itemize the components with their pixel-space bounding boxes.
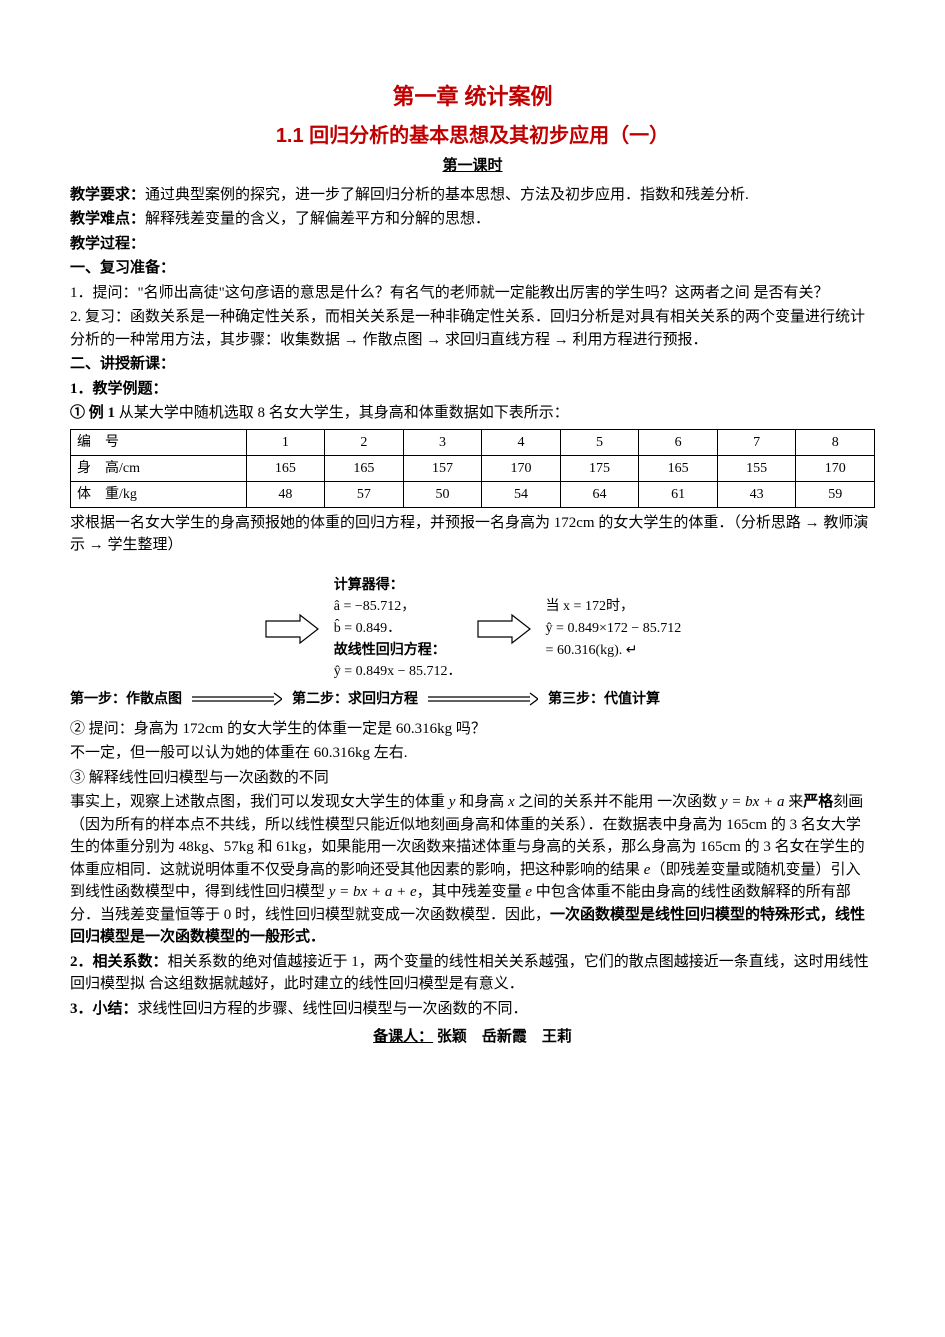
q2-text: 身高为 172cm 的女大学生的体重一定是 60.316kg 吗？	[134, 721, 486, 737]
req-label: 教学要求：	[70, 187, 145, 203]
lesson-title: 第一课时	[70, 155, 875, 178]
step3-label: 第三步：代值计算	[548, 689, 660, 710]
section2-1-label: 1．教学例题：	[70, 378, 875, 401]
eq-ybxae: y = bx + a + e	[329, 884, 417, 900]
table-row: 身 高/cm 165 165 157 170 175 165 155 170	[71, 455, 875, 481]
calc-when: 当 x = 172时，	[546, 596, 682, 618]
cell: 8	[796, 429, 875, 455]
calc-flow: 计算器得： â = −85.712， b̂ = 0.849． 故线性回归方程： …	[70, 575, 875, 710]
cell: 64	[560, 481, 639, 507]
calc-eq: ŷ = 0.849x − 85.712．	[334, 661, 462, 683]
question2: ② 提问：身高为 172cm 的女大学生的体重一定是 60.316kg 吗？	[70, 718, 875, 741]
step1-label: 第一步：作散点图	[70, 689, 182, 710]
cell: 54	[482, 481, 561, 507]
block-arrow-icon	[264, 611, 320, 647]
p2-label: 2．相关系数：	[70, 954, 168, 970]
cell: 155	[717, 455, 796, 481]
point2: 2．相关系数：相关系数的绝对值越接近于 1，两个变量的线性相关关系越强，它们的散…	[70, 951, 875, 996]
p3-text: 求线性回归方程的步骤、线性回归模型与一次函数的不同．	[138, 1001, 528, 1017]
cell: 2	[325, 429, 404, 455]
cell: 编 号	[71, 429, 247, 455]
calc-a: â = −85.712，	[334, 596, 462, 618]
q3-label: ③ 解释线性回归模型与一次函数的不同	[70, 767, 875, 790]
calc-left: 计算器得： â = −85.712， b̂ = 0.849． 故线性回归方程： …	[334, 575, 462, 683]
q2-answer: 不一定，但一般可以认为她的体重在 60.316kg 左右.	[70, 742, 875, 765]
cell: 身 高/cm	[71, 455, 247, 481]
cell: 175	[560, 455, 639, 481]
calc-y1: ŷ = 0.849×172 − 85.712	[546, 618, 682, 640]
cell: 3	[403, 429, 482, 455]
cell: 6	[639, 429, 718, 455]
cell: 50	[403, 481, 482, 507]
data-table: 编 号 1 2 3 4 5 6 7 8 身 高/cm 165 165 157 1…	[70, 429, 875, 508]
footer-names: 张颖 岳新霞 王莉	[437, 1029, 572, 1045]
point3: 3．小结：求线性回归方程的步骤、线性回归模型与一次函数的不同．	[70, 998, 875, 1021]
footer-label: 备课人：	[373, 1029, 433, 1045]
var-x: x	[508, 794, 515, 810]
section1-label: 一、复习准备：	[70, 257, 875, 280]
diff-label: 教学难点：	[70, 211, 145, 227]
cell: 61	[639, 481, 718, 507]
cell: 4	[482, 429, 561, 455]
p2-text: 相关系数的绝对值越接近于 1，两个变量的线性相关关系越强，它们的散点图越接近一条…	[70, 954, 869, 993]
explanation-para: 事实上，观察上述散点图，我们可以发现女大学生的体重 y 和身高 x 之间的关系并…	[70, 791, 875, 949]
p3-label: 3．小结：	[70, 1001, 138, 1017]
t: 和身高	[455, 794, 508, 810]
cell: 5	[560, 429, 639, 455]
calc-head: 计算器得：	[334, 575, 462, 597]
t: ，其中残差变量	[417, 884, 526, 900]
diff-text: 解释残差变量的含义，了解偏差平方和分解的思想．	[145, 211, 490, 227]
cell: 48	[246, 481, 325, 507]
t: 之间的关系并不能用 一次函数	[515, 794, 721, 810]
chapter-title: 第一章 统计案例	[70, 80, 875, 113]
t: 来	[784, 794, 803, 810]
cell: 57	[325, 481, 404, 507]
cell: 59	[796, 481, 875, 507]
calc-eq-label: 故线性回归方程：	[334, 640, 462, 662]
ex1-text: 从某大学中随机选取 8 名女大学生，其身高和体重数据如下表所示：	[115, 405, 569, 421]
teaching-difficulty: 教学难点：解释残差变量的含义，了解偏差平方和分解的思想．	[70, 208, 875, 231]
ex1-label: ① 例 1	[70, 405, 115, 421]
req-text: 通过典型案例的探究，进一步了解回归分析的基本思想、方法及初步应用．指数和残差分析…	[145, 187, 749, 203]
section-title: 1.1 回归分析的基本思想及其初步应用（一）	[70, 121, 875, 151]
cell: 165	[325, 455, 404, 481]
cell: 165	[246, 455, 325, 481]
long-arrow-icon	[192, 692, 282, 706]
calc-right: 当 x = 172时， ŷ = 0.849×172 − 85.712 = 60.…	[546, 596, 682, 661]
eq-ybxa: y = bx + a	[721, 794, 785, 810]
cell: 170	[796, 455, 875, 481]
bold1: 严格	[803, 794, 833, 810]
step-row: 第一步：作散点图 第二步：求回归方程 第三步：代值计算	[70, 689, 875, 710]
step2-label: 第二步：求回归方程	[292, 689, 418, 710]
review-q1: 1．提问："名师出高徒"这句彦语的意思是什么？有名气的老师就一定能教出厉害的学生…	[70, 282, 875, 305]
cell: 体 重/kg	[71, 481, 247, 507]
cell: 170	[482, 455, 561, 481]
cell: 165	[639, 455, 718, 481]
process-label: 教学过程：	[70, 233, 875, 256]
after-table-text: 求根据一名女大学生的身高预报她的体重的回归方程，并预报一名身高为 172cm 的…	[70, 512, 875, 557]
q2-label: ② 提问：	[70, 721, 134, 737]
block-arrow-icon	[476, 611, 532, 647]
calc-b: b̂ = 0.849．	[334, 618, 462, 640]
long-arrow-icon	[428, 692, 538, 706]
cell: 7	[717, 429, 796, 455]
cell: 157	[403, 455, 482, 481]
t: 事实上，观察上述散点图，我们可以发现女大学生的体重	[70, 794, 449, 810]
footer: 备课人： 张颖 岳新霞 王莉	[70, 1026, 875, 1049]
cell: 1	[246, 429, 325, 455]
table-row: 体 重/kg 48 57 50 54 64 61 43 59	[71, 481, 875, 507]
teaching-requirement: 教学要求：通过典型案例的探究，进一步了解回归分析的基本思想、方法及初步应用．指数…	[70, 184, 875, 207]
example1-line: ① 例 1 从某大学中随机选取 8 名女大学生，其身高和体重数据如下表所示：	[70, 402, 875, 425]
cell: 43	[717, 481, 796, 507]
calc-y2: = 60.316(kg). ↵	[546, 640, 682, 662]
section2-label: 二、讲授新课：	[70, 353, 875, 376]
review-q2: 2. 复习：函数关系是一种确定性关系，而相关关系是一种非确定性关系．回归分析是对…	[70, 306, 875, 351]
table-row: 编 号 1 2 3 4 5 6 7 8	[71, 429, 875, 455]
